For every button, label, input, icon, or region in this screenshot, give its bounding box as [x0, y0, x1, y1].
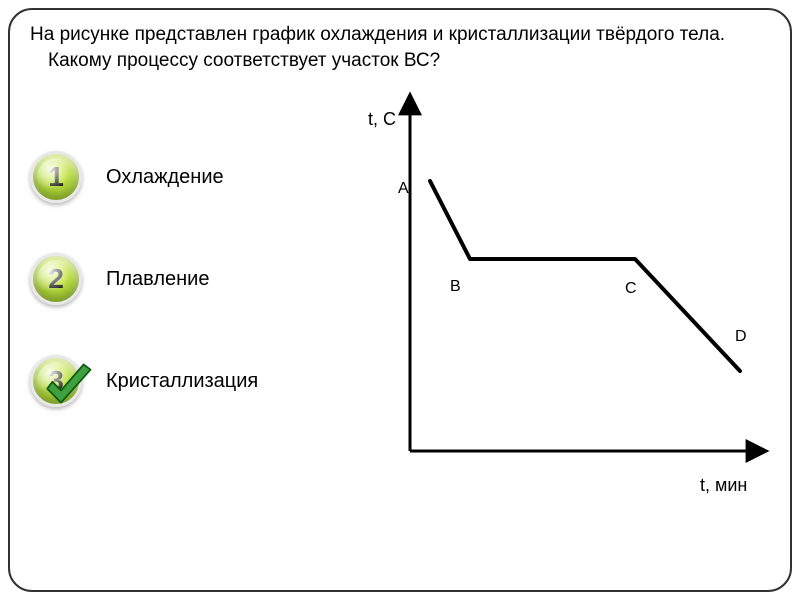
- option-badge-2: 2: [30, 253, 82, 305]
- point-label-A: A: [398, 180, 409, 197]
- option-badge-3: 3: [30, 355, 82, 407]
- cooling-curve: [430, 181, 740, 371]
- option-label-2: Плавление: [106, 268, 209, 291]
- option-label-3: Кристаллизация: [106, 370, 258, 393]
- option-label-1: Охлаждение: [106, 166, 224, 189]
- option-badge-1: 1: [30, 151, 82, 203]
- cooling-chart: A B C Dt, C t, мин: [340, 91, 770, 557]
- point-label-C: C: [625, 280, 637, 297]
- question-text: На рисунке представлен график охлаждения…: [30, 22, 770, 73]
- quiz-card: На рисунке представлен график охлаждения…: [8, 8, 792, 592]
- options-list: 1 Охлаждение 2 Плавление 3 Кристаллизация: [30, 91, 340, 557]
- option-1[interactable]: 1 Охлаждение: [30, 151, 340, 203]
- option-3[interactable]: 3 Кристаллизация: [30, 355, 340, 407]
- y-axis-label: t, C: [368, 109, 396, 129]
- content-row: 1 Охлаждение 2 Плавление 3 Кристаллизация A B C…: [30, 91, 770, 557]
- point-label-D: D: [735, 328, 747, 345]
- x-axis-label: t, мин: [700, 475, 747, 495]
- option-2[interactable]: 2 Плавление: [30, 253, 340, 305]
- chart-svg: A B C Dt, C t, мин: [340, 91, 780, 511]
- point-label-B: B: [450, 278, 461, 295]
